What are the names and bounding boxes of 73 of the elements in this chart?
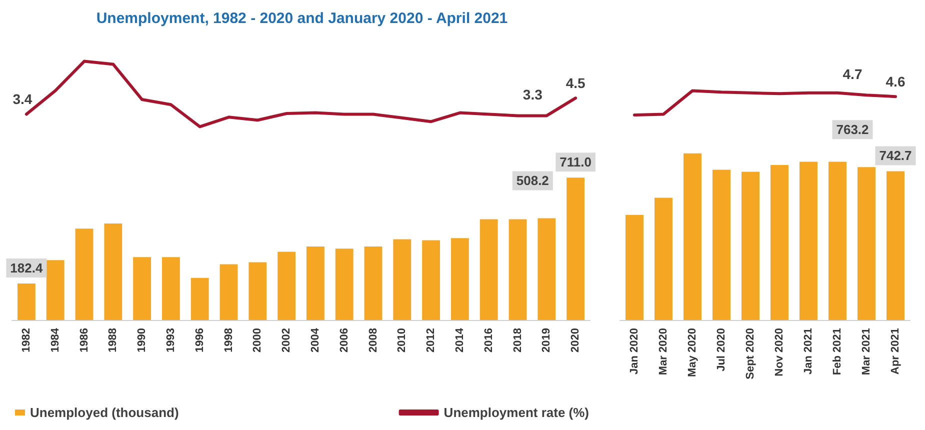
bar: [480, 219, 498, 320]
bar: [626, 214, 644, 320]
data-label: 508.2: [516, 173, 549, 188]
legend-label: Unemployment rate (%): [444, 405, 590, 420]
x-tick-label: 1996: [194, 328, 206, 352]
x-tick-label: 2016: [482, 328, 495, 352]
x-tick-label: 2019: [540, 328, 553, 352]
data-label: 763.2: [836, 122, 869, 138]
x-tick-label: Mar 2020: [658, 328, 670, 376]
bar: [770, 164, 788, 320]
bar: [538, 218, 556, 320]
bar: [654, 198, 672, 320]
x-tick-label: 2004: [309, 327, 322, 352]
bar: [190, 278, 209, 320]
x-tick-label: 1990: [136, 328, 148, 352]
x-tick-label: 2010: [396, 328, 408, 352]
x-tick-label: Sept 2020: [744, 328, 756, 380]
chart-title: Unemployment, 1982 - 2020 and January 2020 - April 2021: [96, 10, 508, 27]
x-tick-label: Jan 2021: [802, 328, 814, 374]
x-tick-label: Jan 2020: [628, 328, 640, 374]
bar: [75, 228, 94, 320]
bar: [162, 257, 180, 320]
data-label: 182.4: [10, 260, 44, 276]
x-tick-label: 2008: [367, 328, 380, 352]
x-tick-label: Jul 2020: [716, 328, 728, 372]
data-label: 4.7: [842, 66, 862, 82]
x-tick-label: 2018: [512, 328, 524, 352]
bar: [742, 172, 760, 320]
bar: [508, 219, 527, 320]
bar: [104, 223, 122, 320]
bar: [566, 178, 585, 320]
bar: [278, 252, 296, 320]
data-label: 3.4: [12, 91, 32, 108]
x-tick-label: 2002: [280, 328, 293, 352]
bar: [220, 264, 238, 320]
x-tick-label: 1986: [78, 328, 90, 352]
bar: [364, 246, 382, 320]
data-label: 3.3: [522, 86, 543, 103]
x-tick-label: 1988: [107, 328, 120, 352]
legend-label: Unemployed (thousand): [30, 405, 179, 420]
bar: [828, 162, 846, 320]
x-tick-label: 1984: [49, 327, 62, 352]
bar: [800, 162, 818, 320]
x-tick-label: Mar 2021: [860, 328, 872, 376]
bar: [450, 238, 469, 320]
bar: [133, 257, 152, 320]
x-tick-label: Feb 2021: [832, 328, 844, 376]
bar: [46, 260, 64, 320]
bar: [393, 239, 412, 320]
x-tick-label: 2014: [454, 327, 466, 352]
data-label: 711.0: [560, 154, 592, 170]
data-label: 4.6: [886, 74, 906, 90]
x-tick-label: 2000: [252, 328, 264, 352]
bar: [248, 262, 267, 320]
x-tick-label: 2006: [338, 328, 350, 352]
bar: [858, 167, 876, 320]
x-tick-label: May 2020: [686, 328, 698, 377]
x-tick-label: 1982: [20, 328, 32, 352]
data-label: 4.5: [566, 75, 586, 92]
x-tick-label: 2012: [425, 328, 438, 352]
bar: [306, 246, 324, 320]
x-tick-label: Nov 2020: [774, 328, 786, 376]
bar: [886, 171, 904, 320]
bar: [684, 153, 702, 320]
bar: [335, 248, 354, 320]
x-tick-label: 1993: [164, 328, 177, 352]
bar: [422, 240, 440, 320]
x-tick-label: 2020: [570, 328, 582, 352]
data-label: 742.7: [879, 148, 912, 164]
bar: [17, 283, 36, 320]
x-tick-label: Apr 2021: [890, 328, 902, 374]
x-tick-label: 1998: [222, 328, 235, 352]
bar: [712, 170, 730, 320]
